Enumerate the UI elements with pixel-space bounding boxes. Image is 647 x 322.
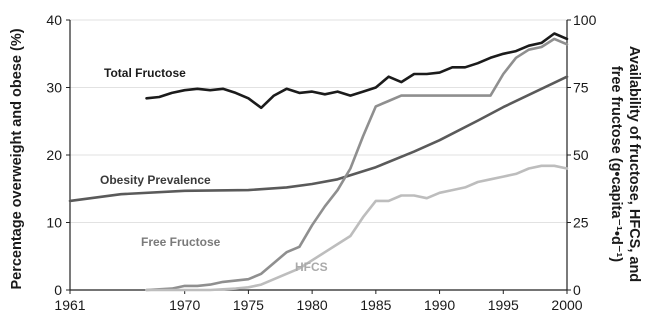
x-tick-label: 1975 (233, 297, 264, 313)
right-tick-label: 50 (573, 147, 589, 163)
label-hfcs: HFCS (295, 260, 328, 274)
right-tick-label: 0 (573, 282, 581, 298)
series-lines (68, 32, 569, 292)
label-obesity-prevalence: Obesity Prevalence (100, 173, 211, 187)
right-axis-title-line-1: Availability of fructose, HFCS, and (626, 46, 642, 282)
x-tick-label: 1961 (54, 297, 85, 313)
series-line-obesity-prevalence (68, 75, 569, 203)
left-axis-title: Percentage overweight and obese (%) (9, 28, 25, 289)
left-tick-label: 20 (46, 147, 62, 163)
x-tick-label: 1985 (360, 297, 391, 313)
right-tick-label: 75 (573, 80, 589, 96)
left-tick-label: 10 (46, 215, 62, 231)
x-tick-label: 2000 (551, 297, 582, 313)
x-tick-label: 1990 (424, 297, 455, 313)
series-line-free-fructose (145, 37, 569, 292)
series-line-hfcs (145, 164, 569, 292)
left-axis-ticks: 0 10 20 30 40 (46, 12, 70, 298)
right-axis-ticks: 0 25 50 75 100 (567, 12, 597, 298)
series-line-total-fructose (145, 32, 569, 110)
left-tick-label: 40 (46, 12, 62, 28)
right-axis-title-line-2: free fructose (g•capita⁻¹•d⁻¹) (608, 66, 624, 262)
left-tick-label: 30 (46, 80, 62, 96)
right-tick-label: 25 (573, 215, 589, 231)
label-free-fructose: Free Fructose (141, 235, 221, 249)
right-tick-label: 100 (573, 12, 597, 28)
left-tick-label: 0 (54, 282, 62, 298)
x-axis-ticks: 1961 1970 1975 1980 1985 1990 1995 2000 (54, 290, 583, 313)
gridlines (70, 19, 567, 223)
label-total-fructose: Total Fructose (104, 66, 186, 80)
x-tick-label: 1995 (488, 297, 519, 313)
x-tick-label: 1970 (169, 297, 200, 313)
x-tick-label: 1980 (297, 297, 328, 313)
